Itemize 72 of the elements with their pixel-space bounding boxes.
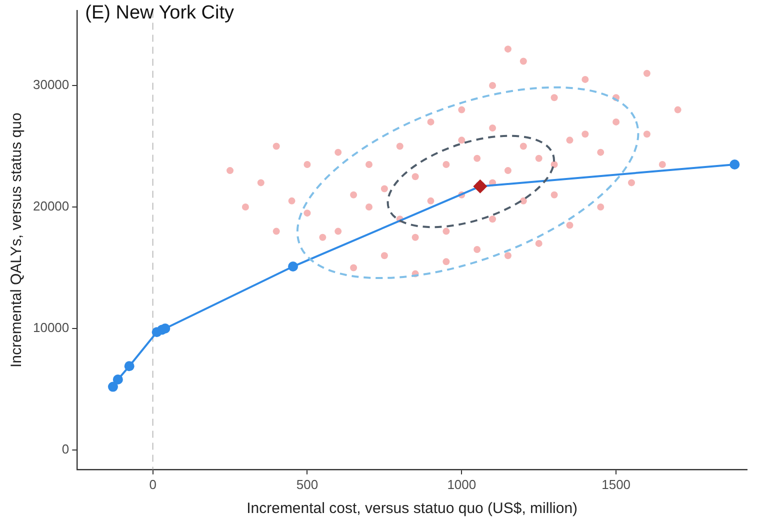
point [380,185,388,192]
point [566,222,574,229]
x-tick-label: 1000 [447,476,476,492]
point [628,179,635,186]
x-tick-label: 500 [296,476,318,492]
point [412,173,419,180]
point [350,191,358,198]
point [612,118,620,126]
point [380,252,388,260]
point [674,106,682,114]
point [427,197,434,204]
point [504,167,512,174]
point [582,130,589,138]
point [288,197,296,204]
point [489,82,496,90]
chart-title: (E) New York City [85,2,235,24]
point [334,148,342,156]
point [474,154,481,162]
point [288,262,298,272]
point [643,70,650,77]
point [597,148,604,156]
point [535,154,542,162]
point [550,160,558,168]
point [108,382,118,392]
point [458,136,466,144]
point [226,167,234,174]
point [319,234,326,241]
point [566,136,574,144]
point [643,130,650,138]
point [365,203,372,210]
point [582,76,589,83]
y-tick-label: 30000 [32,77,70,92]
point [535,240,542,247]
y-tick-label: 20000 [32,198,70,214]
point [350,264,358,272]
point [520,142,527,150]
point [458,106,466,114]
x-axis-title: Incremental cost, versus statuo quo (US$, million) [246,500,578,518]
y-tick-label: 0 [62,442,70,457]
point [396,142,404,150]
point [365,160,372,168]
y-axis-title: Incremental QALYs, versus status quo [8,112,26,368]
point [442,160,450,168]
point [474,246,481,254]
point [304,210,311,217]
point [442,228,450,235]
point [489,216,496,223]
point [272,142,280,150]
point [550,94,558,102]
point [504,46,512,53]
point [730,159,740,170]
point [504,252,512,260]
point [412,234,419,241]
point [520,58,527,65]
point [427,118,434,126]
point [160,323,170,334]
point [520,197,527,204]
x-tick-label: 0 [149,476,156,492]
point [334,228,342,235]
point [304,160,311,168]
point [442,258,450,266]
point [658,160,666,168]
point [242,203,249,210]
point [112,374,123,385]
point [597,203,604,210]
y-tick-label: 10000 [32,320,70,336]
point [489,124,496,132]
point [124,361,134,372]
x-tick-label: 1500 [602,476,631,492]
point [257,179,264,186]
point [550,191,558,198]
point [272,228,280,235]
